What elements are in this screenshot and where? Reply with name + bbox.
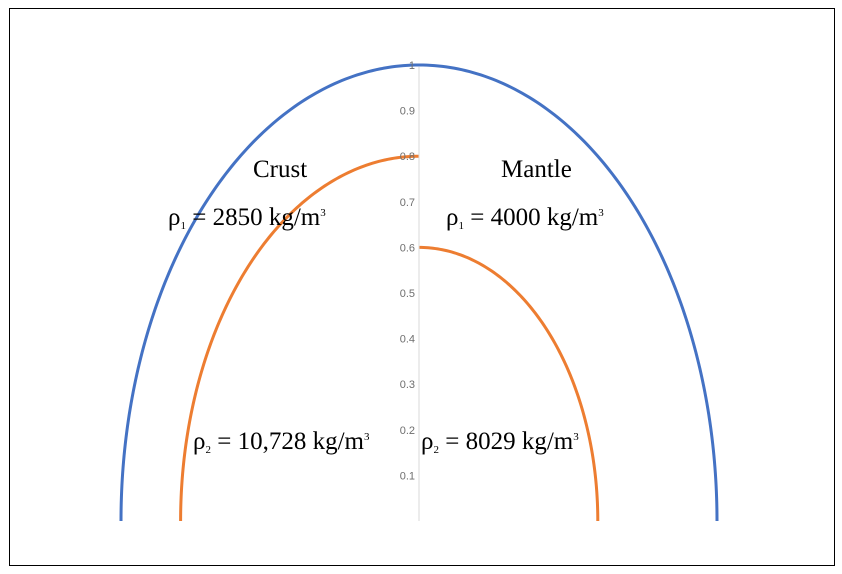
chart-svg: 0.1 0.2 0.3 0.4 0.5 0.6 0.7 0.8 0.9 1 Crust Mantl… bbox=[119, 60, 719, 522]
y-tick-label: 0.4 bbox=[400, 334, 415, 346]
y-tick-labels: 0.1 0.2 0.3 0.4 0.5 0.6 0.7 0.8 0.9 1 bbox=[400, 60, 415, 482]
mantle-title: Mantle bbox=[501, 156, 572, 183]
crust-rho1-label: ρ1 = 2850 kg/m3 bbox=[168, 204, 326, 232]
series-2-right-curve bbox=[418, 245, 600, 522]
series-1-right-curve bbox=[418, 63, 719, 522]
y-tick-label: 1 bbox=[409, 60, 415, 72]
y-tick-label: 0.2 bbox=[400, 425, 415, 437]
y-tick-label: 0.7 bbox=[400, 197, 415, 209]
crust-rho2-label: ρ2 = 10,728 kg/m3 bbox=[193, 428, 370, 456]
y-tick-label: 0.9 bbox=[400, 106, 415, 118]
mantle-rho2-label: ρ2 = 8029 kg/m3 bbox=[421, 428, 579, 456]
y-tick-label: 0.8 bbox=[400, 151, 415, 163]
chart-frame: 0.1 0.2 0.3 0.4 0.5 0.6 0.7 0.8 0.9 1 Crust Mantl… bbox=[9, 8, 835, 566]
y-tick-label: 0.6 bbox=[400, 242, 415, 254]
y-tick-label: 0.3 bbox=[400, 379, 415, 391]
y-tick-label: 0.1 bbox=[400, 470, 415, 482]
y-tick-label: 0.5 bbox=[400, 288, 415, 300]
curves-layer bbox=[119, 63, 719, 522]
series-1-left-curve bbox=[119, 63, 420, 522]
crust-title: Crust bbox=[253, 156, 307, 183]
series-2-left-curve bbox=[179, 154, 420, 522]
mantle-rho1-label: ρ1 = 4000 kg/m3 bbox=[446, 204, 604, 232]
